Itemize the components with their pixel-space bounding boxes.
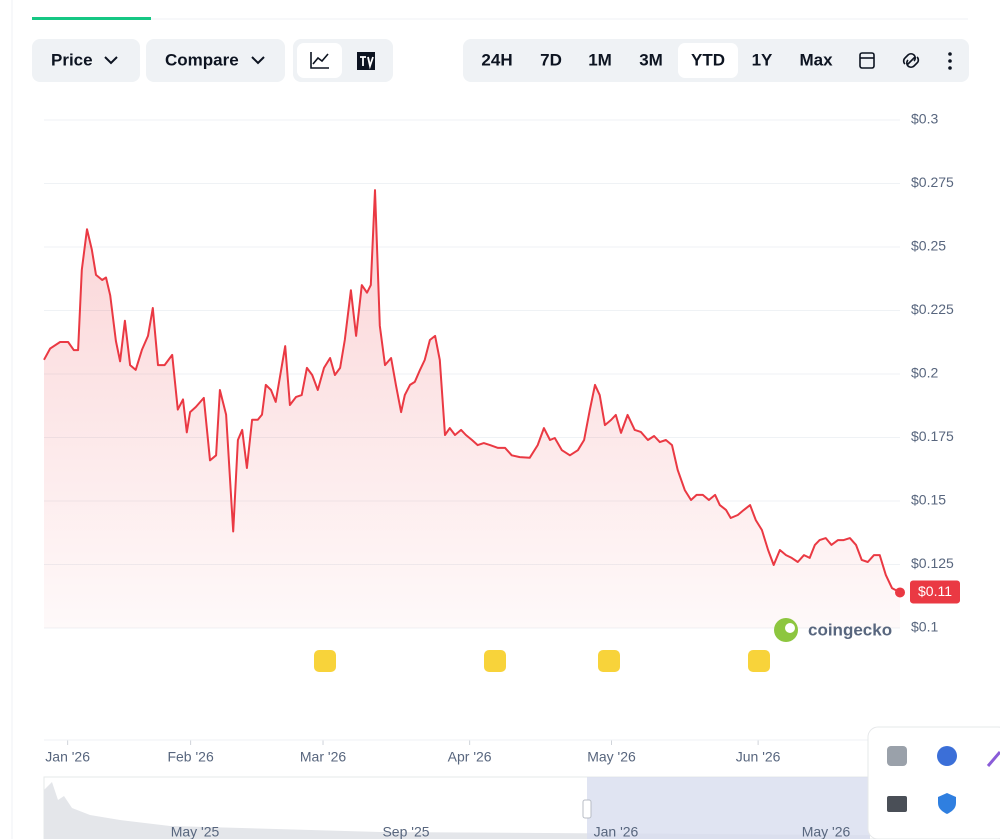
y-tick-label: $0.25 (911, 238, 946, 254)
calendar-icon[interactable] (859, 52, 875, 69)
price-badge-label: $0.11 (918, 583, 952, 599)
range-button[interactable]: Max (799, 50, 833, 69)
tab[interactable]: Markets (170, 0, 231, 4)
event-icon[interactable] (748, 650, 770, 672)
price-line (43, 189, 901, 594)
chevron (251, 56, 265, 65)
navigator-label: May '25 (171, 824, 220, 839)
navigator-area (44, 782, 870, 839)
y-tick-label: $0.275 (911, 174, 954, 190)
menu-dot (948, 59, 952, 63)
price-button-label: Price (51, 50, 93, 69)
tab[interactable]: Similar Coins (364, 0, 466, 4)
y-tick-label: $0.1 (911, 619, 938, 635)
y-tick-label: $0.3 (911, 111, 938, 127)
navigator-label: Sep '25 (382, 824, 429, 839)
chevron (104, 56, 118, 65)
y-tick-label: $0.15 (911, 492, 946, 508)
price-badge (910, 580, 960, 604)
tabs: Overview Markets News Similar Coins Historic… (52, 0, 626, 4)
tab[interactable]: Overview (52, 0, 124, 4)
range-button[interactable]: 24H (481, 50, 512, 69)
navigator-handle[interactable] (582, 799, 592, 819)
link-icon[interactable] (902, 52, 920, 69)
price-button[interactable] (32, 39, 140, 82)
x-tick-label: Jan '26 (45, 749, 90, 765)
panel-icon[interactable] (986, 751, 1000, 767)
range-button[interactable]: 7D (540, 50, 562, 69)
active-tab-underline (32, 17, 151, 20)
x-tick-label: May '26 (587, 749, 636, 765)
tv-icon (360, 56, 374, 70)
compare-button[interactable] (146, 39, 285, 82)
y-tick-label: $0.175 (911, 428, 954, 444)
area (44, 190, 900, 628)
line-chart-toggle[interactable] (297, 43, 342, 78)
panel-icon[interactable] (887, 796, 907, 812)
x-tick-label: Jun '26 (736, 749, 781, 765)
coingecko-logo-eye (785, 623, 795, 633)
navigator-label: May '26 (802, 824, 851, 839)
panel-icon[interactable] (887, 746, 907, 766)
panel-icon[interactable] (938, 793, 956, 814)
x-tick-label: Apr '26 (448, 749, 492, 765)
line-icon (310, 52, 329, 69)
last-point (895, 587, 905, 598)
navigator-label: Jan '26 (594, 824, 639, 839)
y-tick-label: $0.225 (911, 301, 954, 317)
y-tick-label: $0.125 (911, 555, 954, 571)
compare-button-label: Compare (165, 50, 239, 69)
range-button[interactable]: 1M (588, 50, 612, 69)
ranges: 24H 7D 1M 3M YTD 1Y Max (481, 43, 833, 78)
floating-panel (867, 726, 1000, 839)
range-button[interactable]: 1Y (752, 50, 773, 69)
event-icon[interactable] (598, 650, 620, 672)
event-icon[interactable] (314, 650, 336, 672)
menu-dot[interactable] (948, 52, 952, 56)
menu-dot (948, 66, 952, 70)
event-icons (314, 650, 770, 672)
tab[interactable]: Historical Data (514, 0, 626, 4)
navigator-selection[interactable] (587, 777, 870, 839)
y-tick-label: $0.2 (911, 365, 938, 381)
range-button[interactable]: 3M (639, 50, 663, 69)
x-tick-label: Mar '26 (300, 749, 346, 765)
x-tick-label: Feb '26 (167, 749, 213, 765)
range-button[interactable]: YTD (691, 50, 725, 69)
navigator-labels: May '25 Sep '25 Jan '26 May '26 (171, 824, 851, 839)
plot: $0.11 (43, 189, 960, 628)
watermark: coingecko (808, 620, 892, 639)
event-icon[interactable] (484, 650, 506, 672)
tab[interactable]: News (278, 0, 320, 4)
range-active[interactable] (678, 43, 738, 78)
panel-icon[interactable] (937, 746, 957, 766)
